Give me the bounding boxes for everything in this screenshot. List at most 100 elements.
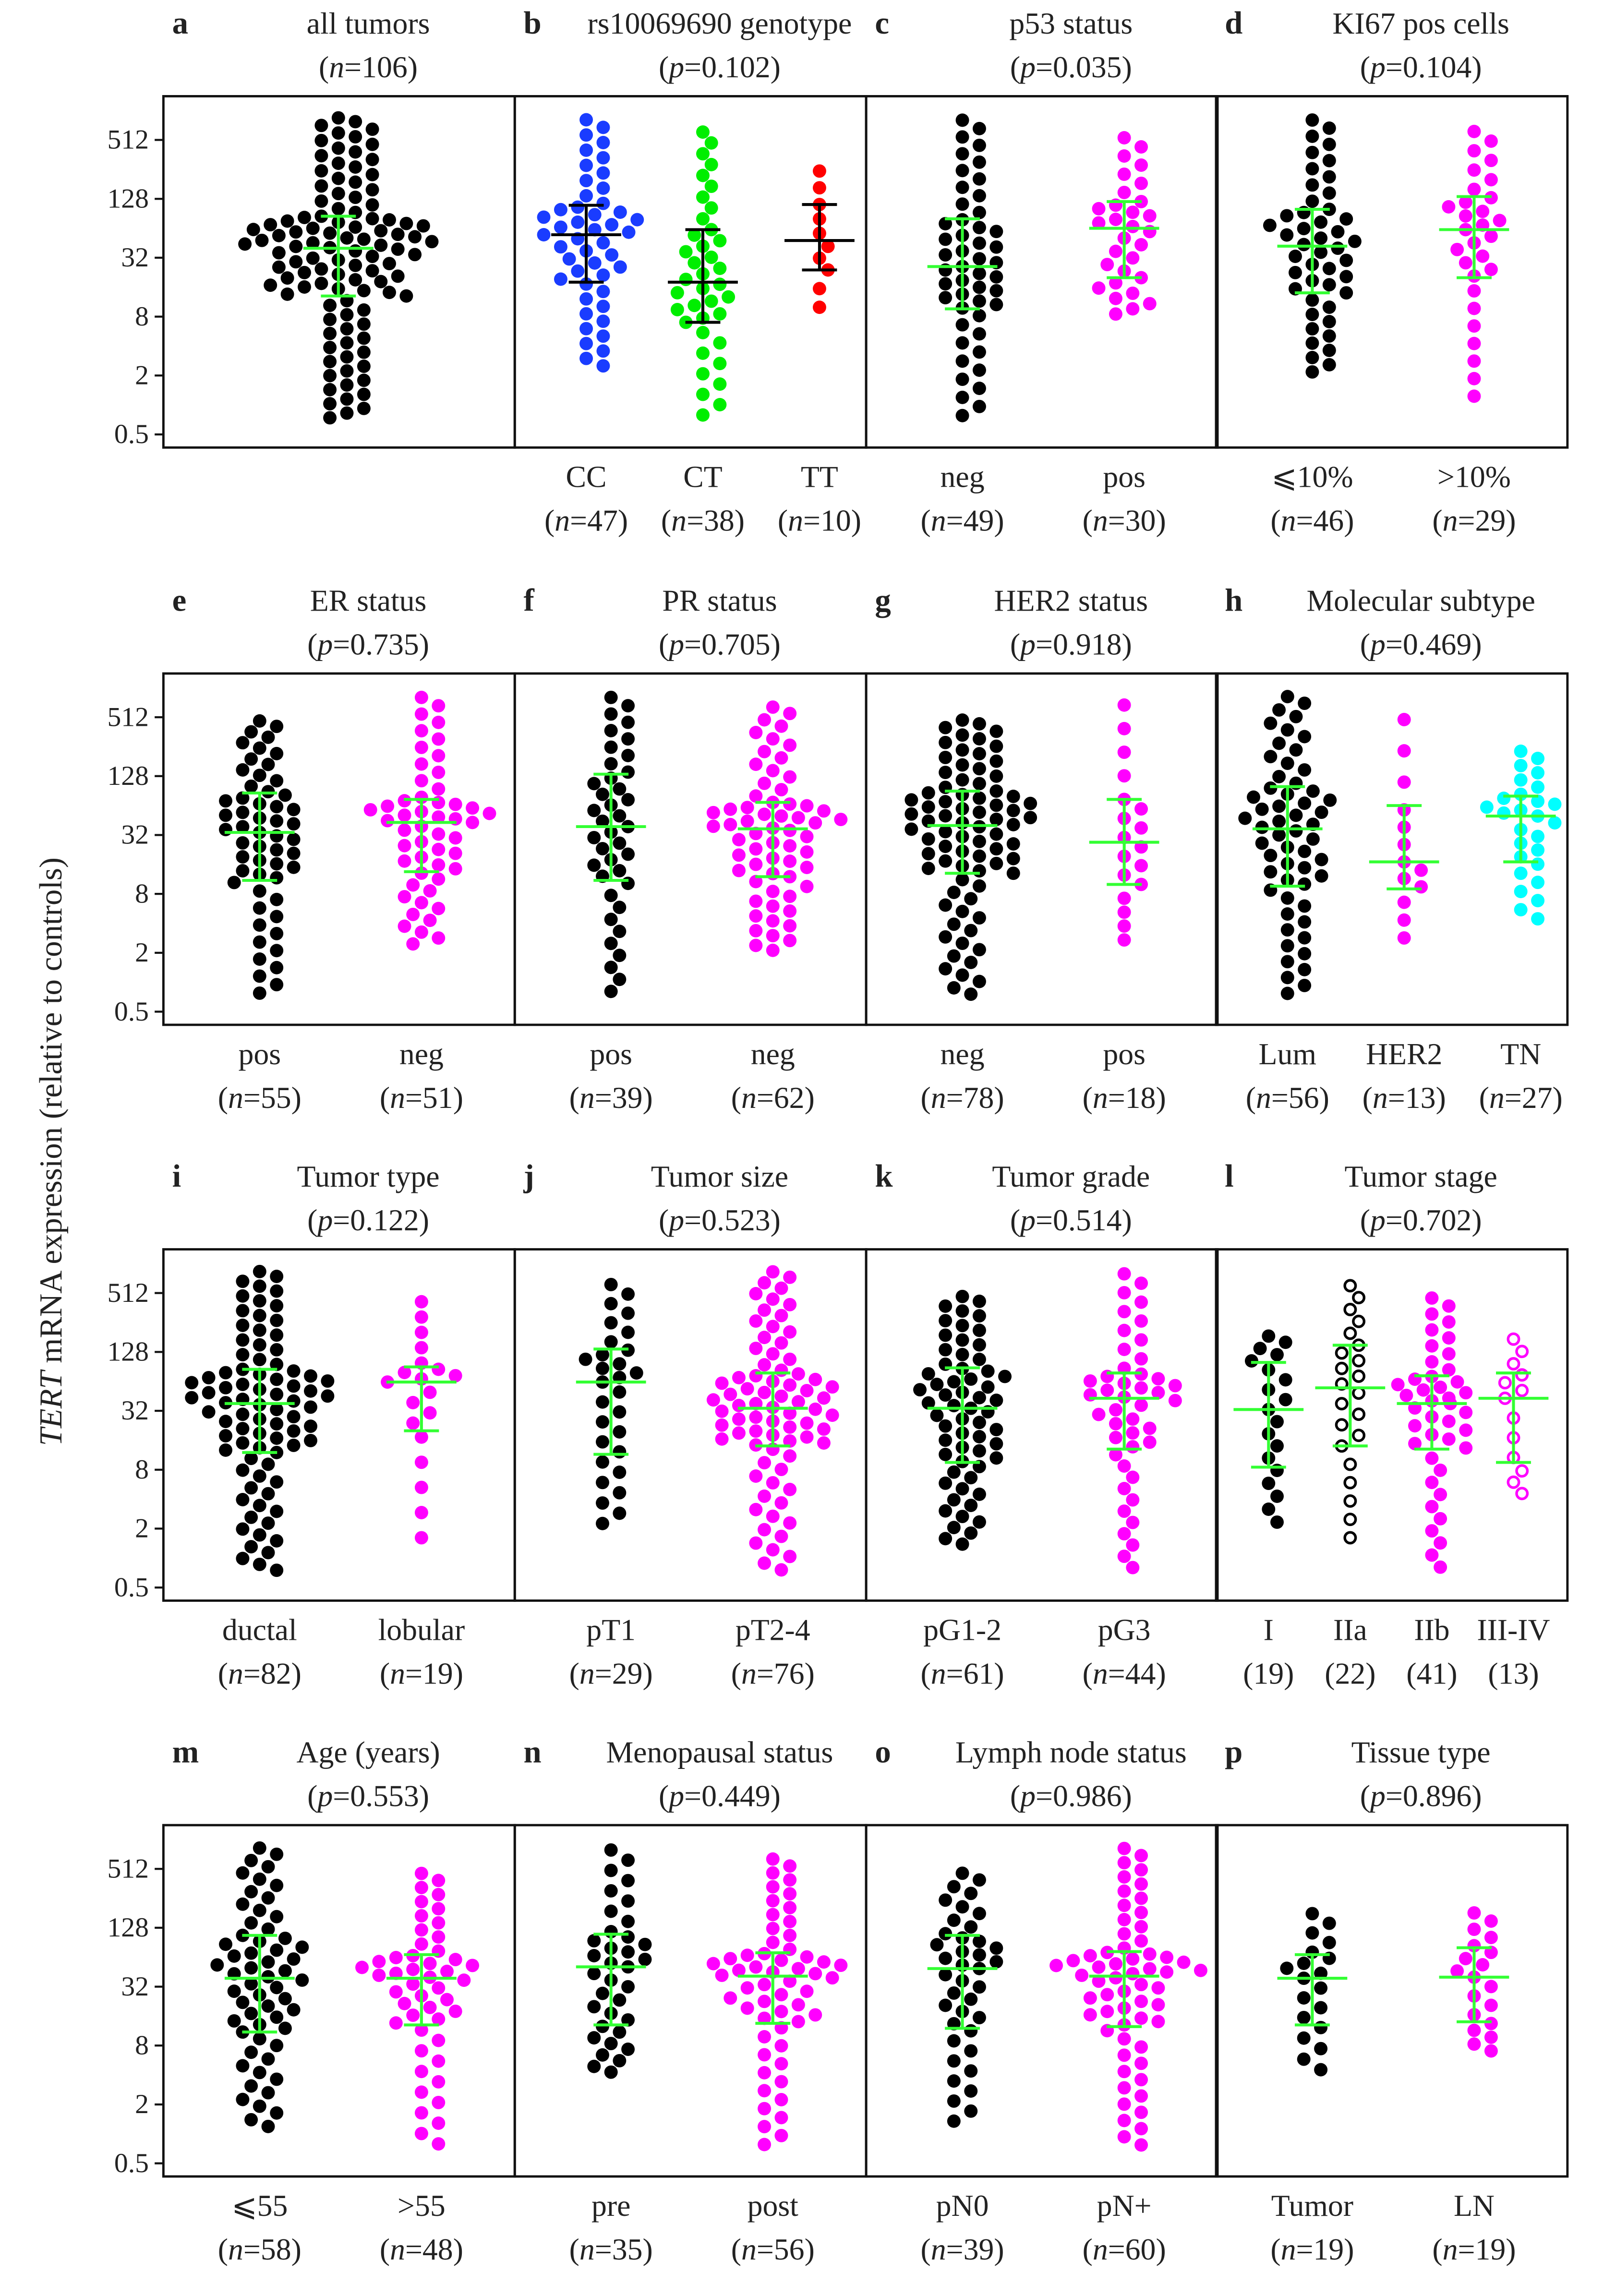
category-label: Tumor [1271,2188,1353,2223]
data-point [415,1909,428,1923]
data-point [973,911,986,925]
data-point [973,732,986,745]
data-point [415,1430,428,1444]
panel-statistic: (p=0.104) [1360,50,1482,84]
count-open: ( [544,503,555,537]
data-point [596,1517,609,1530]
data-point [973,975,986,988]
data-point [423,1385,437,1399]
data-point [236,1522,249,1536]
data-point [406,1417,420,1430]
data-point [947,2034,961,2048]
data-point [964,1920,977,1934]
data-point [973,294,986,308]
data-point [366,153,379,166]
category-label: TN [1500,1037,1541,1071]
data-point [1134,2089,1148,2103]
panel-letter: j [523,1158,534,1194]
data-point [1279,1335,1292,1349]
data-point [357,284,371,297]
data-point [185,1391,198,1405]
data-point [1500,1377,1510,1388]
data-point [357,317,371,331]
data-point [774,1309,788,1322]
data-point [783,904,796,918]
data-point [715,1969,729,1982]
data-point [415,757,428,771]
data-point [956,336,969,349]
category-count: (n=18) [1083,1081,1166,1115]
data-point [973,1295,986,1308]
data-point [613,901,626,914]
data-point [766,764,780,777]
data-point [406,937,420,950]
group-TT: TT(n=10) [778,164,861,537]
data-point [679,245,693,258]
panel-h: h Molecular subtype(p=0.469)Lum(n=56)HER2… [1216,582,1568,1115]
data-point [270,1505,283,1518]
data-point [800,1984,814,1998]
data-point [749,1342,762,1355]
data-point [236,805,249,819]
data-point [466,1959,479,1972]
data-point [741,1981,754,1995]
data-point [1134,2040,1148,2054]
category-label: pG3 [1098,1612,1151,1647]
data-point [270,800,283,813]
data-point [758,713,771,727]
data-point [1484,1999,1498,2012]
data-point [1345,1532,1355,1543]
stat-open: ( [659,1203,669,1237]
data-point [1169,1379,1182,1393]
count-variable: n [1093,1081,1108,1115]
data-point [415,2044,428,2057]
group->55: >55(n=48) [355,1867,479,2266]
data-point [1305,308,1319,321]
group-pN0: pN0(n=39) [920,1866,1004,2266]
data-point [554,240,567,253]
data-point [758,2120,771,2133]
data-point [964,956,977,969]
data-point [758,1978,771,1991]
data-point [1425,1307,1438,1321]
data-point [262,2052,275,2066]
data-point [956,968,969,982]
data-point [349,145,362,159]
category-count: (n=38) [661,503,745,537]
data-point [298,280,311,294]
data-point [939,736,952,749]
data-point [1126,251,1139,264]
stat-value: =0.523) [684,1203,781,1237]
data-point [947,1880,961,1893]
count-open: ( [1246,1081,1256,1115]
panel-letter: e [172,582,187,618]
data-point [270,1475,283,1489]
data-point [253,1904,266,1917]
data-point [621,1287,635,1301]
data-point [973,1416,986,1429]
data-point [1134,2105,1148,2119]
count-variable: n [931,1081,946,1115]
data-point [1514,773,1528,787]
data-point [1272,703,1286,717]
data-point [758,1276,771,1289]
data-point [270,2039,283,2052]
data-point [758,2138,771,2152]
data-point [1297,1957,1311,1970]
data-point [1100,258,1114,271]
data-point [1531,781,1544,794]
data-point [270,893,283,906]
data-point [253,969,266,983]
data-point [1305,113,1319,127]
data-point [349,273,362,287]
count-open: ( [1083,1657,1093,1691]
count-variable: n [1443,503,1458,537]
data-point [596,842,609,855]
stat-variable: n [329,50,344,84]
panel-title: Age (years) [296,1735,440,1769]
count-open: ( [661,503,671,537]
count-open: ( [1479,1081,1489,1115]
data-point [1493,214,1507,227]
data-point [323,299,337,312]
data-point [357,360,371,373]
